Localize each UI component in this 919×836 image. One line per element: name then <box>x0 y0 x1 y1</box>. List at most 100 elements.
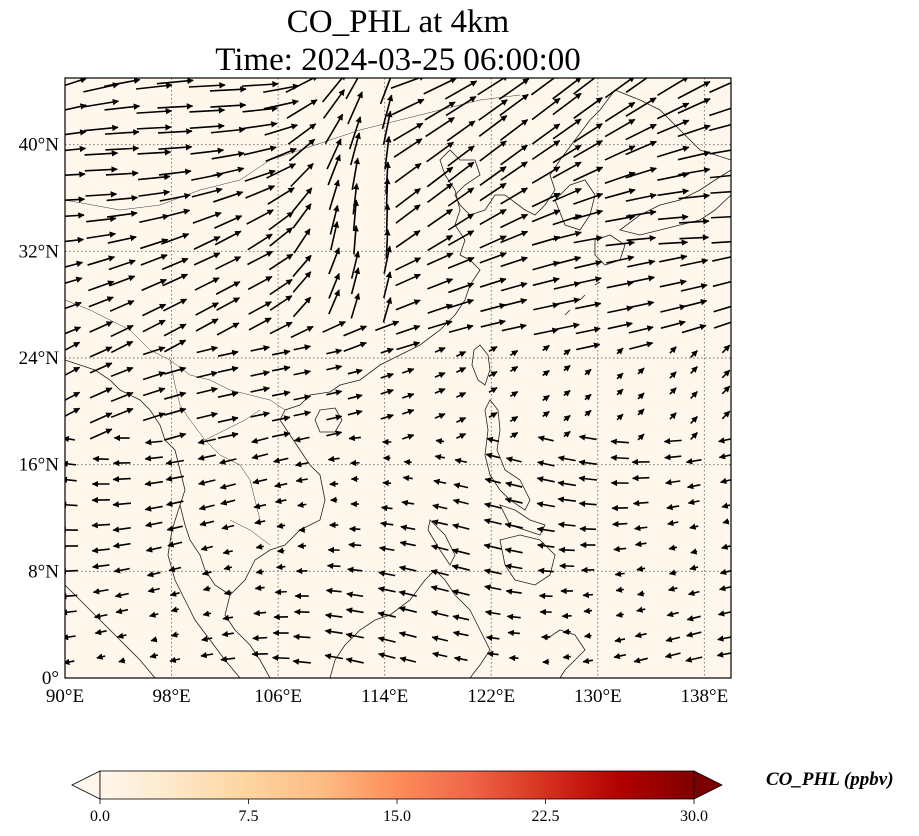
wind-vector-arrow <box>677 167 711 176</box>
wind-vector-arrow <box>394 162 422 184</box>
wind-vector-arrow <box>656 102 690 120</box>
wind-vector-arrow <box>615 586 624 593</box>
wind-vector-arrow <box>190 147 225 155</box>
wind-vector-arrow <box>616 388 624 396</box>
wind-vector-arrow <box>216 297 241 311</box>
wind-vector-arrow <box>531 97 561 121</box>
wind-vector-arrow <box>720 477 731 485</box>
wind-vector-arrow <box>220 499 236 506</box>
wind-vector-arrow <box>165 459 185 466</box>
wind-vector-arrow <box>118 657 126 664</box>
wind-vector-arrow <box>625 97 657 117</box>
wind-vector-arrow <box>391 98 425 116</box>
wind-vector-arrow <box>290 325 314 339</box>
wind-vector-arrow <box>563 348 571 356</box>
wind-vector-arrow <box>504 497 523 504</box>
wind-vector-arrow <box>486 650 499 658</box>
wind-vector-arrow <box>452 523 470 530</box>
wind-vector-arrow <box>293 369 312 376</box>
wind-vector-arrow <box>352 224 359 255</box>
wind-vector-arrow <box>677 150 711 161</box>
wind-vector-arrow <box>632 499 649 507</box>
wind-vector-arrow <box>582 591 593 599</box>
wind-vector-arrow <box>452 630 469 637</box>
wind-vector-arrow <box>322 321 346 333</box>
wind-vector-arrow <box>667 519 679 527</box>
wind-vector-arrow <box>242 105 279 113</box>
wind-vector-arrow <box>324 628 343 635</box>
wind-vector-arrow <box>196 370 218 379</box>
gridlines <box>65 78 731 678</box>
wind-vector-arrow <box>96 653 106 660</box>
wind-vector-arrow <box>156 78 194 85</box>
wind-vector-arrow <box>398 606 417 613</box>
wind-vector-arrow <box>347 368 363 375</box>
wind-vector-arrow <box>105 145 140 152</box>
wind-vector-arrow <box>500 187 528 205</box>
wind-vector-arrow <box>197 438 216 445</box>
wind-vector-arrow <box>392 122 424 142</box>
lat-tick-label: 24°N <box>19 348 60 369</box>
wind-vector-arrow <box>164 366 187 375</box>
wind-vector-arrow <box>382 110 393 145</box>
wind-vector-arrow <box>93 613 108 620</box>
wind-vector-arrow <box>636 606 646 613</box>
wind-vector-arrow <box>329 204 340 235</box>
wind-vector-arrow <box>295 476 308 484</box>
wind-vector-arrow <box>222 548 233 555</box>
wind-vector-arrow <box>636 565 646 572</box>
wind-vector-arrow <box>658 239 689 246</box>
wind-vector-arrow <box>161 257 189 271</box>
wind-vector-arrow <box>634 631 647 639</box>
wind-vector-arrow <box>680 258 709 267</box>
wind-vector-arrow <box>377 652 396 659</box>
wind-vector-arrow <box>109 300 135 312</box>
wind-vector-arrow <box>390 78 426 90</box>
wind-vector-arrow <box>690 548 698 555</box>
wind-vector-arrow <box>110 324 134 338</box>
wind-vector-arrow <box>160 208 191 219</box>
wind-vector-arrow <box>690 366 698 374</box>
wind-vector-arrow <box>574 276 602 285</box>
wind-vector-arrow <box>110 407 134 419</box>
wind-vector-arrow <box>198 504 215 511</box>
lon-tick-label: 98°E <box>152 686 190 707</box>
coastline-palawan <box>427 519 456 566</box>
wind-vector-arrow <box>530 78 562 96</box>
wind-vector-arrow <box>456 351 467 358</box>
wind-vector-arrow <box>250 370 270 377</box>
wind-vector-arrow <box>350 250 361 279</box>
wind-vector-arrow <box>687 589 700 597</box>
wind-vector-arrow <box>253 609 267 617</box>
wind-vector-arrow <box>136 108 173 115</box>
wind-vector-arrow <box>210 126 246 134</box>
wind-vector-arrow <box>254 518 266 526</box>
wind-vector-arrow <box>375 320 400 332</box>
wind-vector-arrow <box>382 479 392 487</box>
wind-vector-arrow <box>485 634 500 642</box>
wind-vector-arrow <box>537 435 554 442</box>
wind-vector-arrow <box>243 145 277 156</box>
wind-vector-arrow <box>399 540 416 547</box>
wind-vector-arrow <box>500 144 528 166</box>
wind-vector-arrow <box>709 107 731 117</box>
wind-vector-arrow <box>288 138 316 162</box>
wind-vector-arrow <box>193 252 221 266</box>
wind-vector-arrow <box>427 303 453 314</box>
wind-vector-arrow <box>116 632 127 639</box>
wind-vector-arrow <box>65 407 81 418</box>
wind-vector-arrow <box>145 521 163 528</box>
wind-vector-arrow <box>109 275 136 287</box>
wind-vector-arrow <box>215 256 242 270</box>
wind-vector-arrow <box>430 569 449 576</box>
wind-vector-arrow <box>348 434 361 442</box>
wind-vector-arrow <box>456 392 467 399</box>
wind-vector-arrow <box>194 277 220 291</box>
wind-vector-arrow <box>380 520 394 528</box>
wind-vector-arrow <box>628 300 655 309</box>
wind-vector-arrow <box>89 346 113 358</box>
wind-vector-arrow <box>488 345 498 353</box>
wind-vector-arrow <box>627 275 655 284</box>
wind-vector-arrow <box>604 118 636 138</box>
